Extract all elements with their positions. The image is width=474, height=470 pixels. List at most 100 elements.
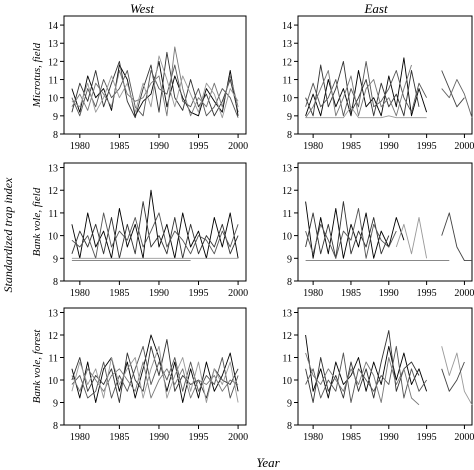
series-line-2	[71, 339, 239, 403]
series-line-5	[71, 345, 239, 403]
y-tick-label: 13	[282, 309, 292, 320]
panels-container: 8 9 10 11 12 13 14 1980 1985 1990 1995 2000 Microtus…	[31, 15, 474, 443]
series-line-4	[305, 352, 420, 406]
x-tick-label: 1985	[109, 288, 129, 299]
y-tick-label: 11	[282, 76, 292, 87]
panel-frame	[297, 162, 473, 282]
shared-y-axis-label: Standardized trap index	[1, 177, 15, 293]
x-tick-label: 1980	[70, 432, 90, 443]
x-tick-label: 1995	[417, 141, 437, 152]
panel-2: 8 9 10 11 12 13 14 1980 1985 1990 1995 2000	[282, 15, 474, 152]
series-line-3	[305, 345, 427, 403]
x-tick-label: 1990	[149, 432, 169, 443]
y-tick-label: 8	[287, 421, 292, 432]
y-tick-label: 11	[282, 209, 292, 220]
series-line-3	[305, 207, 397, 259]
y-tick-label: 9	[287, 399, 292, 410]
y-tick-label: 11	[48, 76, 58, 87]
x-tick-label: 2000	[228, 141, 248, 152]
series-line-1	[305, 201, 405, 259]
y-tick-label: 13	[282, 39, 292, 50]
series-line-6	[441, 212, 472, 262]
y-tick-label: 13	[48, 39, 58, 50]
y-tick-label: 13	[282, 164, 292, 175]
x-tick-label: 1990	[149, 288, 169, 299]
row-label: Bank vole, field	[31, 187, 43, 256]
x-tick-label: 2000	[454, 432, 474, 443]
x-tick-label: 1980	[303, 141, 323, 152]
y-tick-label: 12	[282, 331, 292, 342]
y-tick-label: 12	[48, 331, 58, 342]
y-tick-label: 9	[53, 254, 58, 265]
y-tick-label: 8	[53, 277, 58, 288]
y-tick-label: 12	[48, 57, 58, 68]
panel-3: 8 9 10 11 12 13 1980 1985 1990 1995 2000 Bank vole,…	[31, 162, 248, 299]
y-tick-label: 13	[48, 309, 58, 320]
series-line-5	[441, 346, 473, 406]
panel-frame	[63, 162, 247, 282]
x-tick-label: 1985	[109, 141, 129, 152]
row-label: Bank vole, forest	[31, 329, 43, 404]
y-tick-label: 10	[48, 94, 58, 105]
column-title-west: West	[130, 1, 154, 16]
series-line-6	[441, 70, 465, 108]
x-tick-label: 1990	[149, 141, 169, 152]
y-tick-label: 13	[48, 164, 58, 175]
series-line-1	[71, 189, 239, 259]
panel-5: 8 9 10 11 12 13 1980 1985 1990 1995 2000 Bank vole,…	[31, 307, 248, 443]
series-line-6	[441, 361, 465, 392]
column-title-east: East	[363, 1, 388, 16]
series-line-2	[305, 60, 420, 117]
y-tick-label: 10	[282, 376, 292, 387]
x-tick-label: 2000	[228, 432, 248, 443]
x-tick-label: 1995	[417, 432, 437, 443]
y-tick-label: 11	[48, 209, 58, 220]
y-tick-label: 10	[282, 232, 292, 243]
x-tick-label: 1995	[417, 288, 437, 299]
y-tick-label: 10	[48, 232, 58, 243]
series-line-1	[305, 334, 428, 399]
y-tick-label: 8	[53, 421, 58, 432]
x-tick-label: 1985	[341, 141, 361, 152]
y-tick-label: 8	[287, 277, 292, 288]
x-tick-label: 2000	[228, 288, 248, 299]
shared-x-axis-label: Year	[256, 455, 280, 470]
y-tick-label: 9	[287, 254, 292, 265]
x-tick-label: 1980	[303, 432, 323, 443]
x-tick-label: 1995	[189, 288, 209, 299]
panel-frame	[63, 307, 247, 426]
x-tick-label: 1985	[109, 432, 129, 443]
panel-frame	[63, 15, 247, 135]
y-tick-label: 9	[53, 112, 58, 123]
x-tick-label: 1985	[341, 432, 361, 443]
x-tick-label: 1995	[189, 432, 209, 443]
panel-frame	[297, 15, 473, 135]
x-tick-label: 1985	[341, 288, 361, 299]
x-tick-label: 1980	[70, 141, 90, 152]
x-tick-label: 1990	[379, 141, 399, 152]
y-tick-label: 9	[53, 399, 58, 410]
y-tick-label: 8	[53, 130, 58, 141]
panel-frame	[297, 307, 473, 426]
y-tick-label: 11	[48, 354, 58, 365]
panel-6: 8 9 10 11 12 13 1980 1985 1990 1995 2000	[282, 307, 474, 443]
series-line-3	[71, 212, 239, 259]
series-line-1	[71, 334, 239, 403]
y-tick-label: 10	[282, 94, 292, 105]
y-tick-label: 10	[48, 376, 58, 387]
x-tick-label: 1980	[70, 288, 90, 299]
series-line-3	[305, 60, 427, 117]
series-line-5	[305, 106, 427, 119]
y-tick-label: 14	[48, 21, 58, 32]
row-label: Microtus, field	[31, 42, 43, 108]
y-tick-label: 12	[282, 57, 292, 68]
series-line-5	[395, 217, 428, 259]
y-tick-label: 12	[48, 186, 58, 197]
series-line-7	[441, 79, 473, 118]
x-tick-label: 1990	[379, 288, 399, 299]
x-tick-label: 1990	[379, 432, 399, 443]
y-tick-label: 9	[287, 112, 292, 123]
x-tick-label: 2000	[454, 288, 474, 299]
x-tick-label: 2000	[454, 141, 474, 152]
y-tick-label: 8	[287, 130, 292, 141]
